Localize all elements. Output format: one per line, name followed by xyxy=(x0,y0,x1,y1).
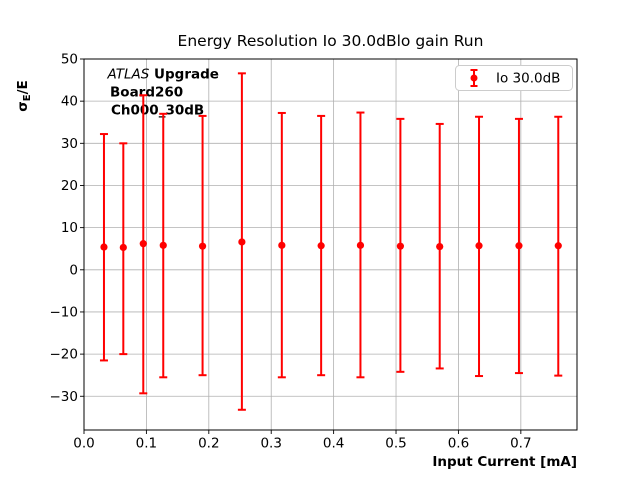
x-tick-label: 0.2 xyxy=(198,436,219,452)
data-point-marker xyxy=(396,242,404,250)
errorbar-series xyxy=(99,72,563,411)
error-bar xyxy=(396,117,405,373)
annotation-experiment-name: ATLAS xyxy=(107,67,150,83)
data-point-marker xyxy=(159,241,167,249)
y-tick-label: −30 xyxy=(50,389,79,405)
plot-annotation: ATLAS Upgrade Board260 Ch000_30dB xyxy=(107,67,219,119)
error-bar xyxy=(277,111,286,379)
error-bar xyxy=(139,94,148,395)
y-tick-label: 10 xyxy=(61,220,78,236)
error-bar xyxy=(159,112,168,379)
y-axis-label: σE/E xyxy=(15,80,33,112)
annotation-board: Board260 xyxy=(110,85,183,101)
data-point-marker xyxy=(475,242,483,250)
data-point-marker xyxy=(100,243,108,251)
error-bar xyxy=(554,115,563,377)
data-point-marker xyxy=(515,242,523,250)
data-point-marker xyxy=(119,243,127,252)
x-tick-label: 0.6 xyxy=(448,436,469,452)
y-tick-label: 50 xyxy=(61,52,78,68)
data-point-marker xyxy=(356,241,365,249)
y-tick-label: 40 xyxy=(61,94,78,110)
chart-title: Energy Resolution Io 30.0dBlo gain Run xyxy=(178,32,484,50)
y-tick-label: 20 xyxy=(61,178,78,194)
y-axis-label-subscript: E xyxy=(22,94,33,101)
annotation-experiment: ATLAS Upgrade xyxy=(107,67,219,83)
x-tick-label: 0.1 xyxy=(136,436,157,452)
error-bar xyxy=(356,111,365,379)
y-tick-label: 0 xyxy=(69,262,78,278)
error-bar xyxy=(317,114,326,377)
y-tick-label: 30 xyxy=(61,136,78,152)
error-bar xyxy=(119,142,128,356)
x-tick-label: 0.7 xyxy=(510,436,531,452)
data-point-marker xyxy=(317,242,325,250)
legend: Io 30.0dB xyxy=(455,65,573,91)
legend-label: Io 30.0dB xyxy=(496,71,560,87)
error-bar xyxy=(475,115,484,378)
data-point-marker xyxy=(554,242,562,250)
legend-marker-icon xyxy=(470,74,478,82)
annotation-channel: Ch000_30dB xyxy=(111,103,204,119)
legend-box xyxy=(455,65,573,91)
x-tick-label: 0.4 xyxy=(323,436,344,452)
y-axis-label-sigma: σ xyxy=(15,101,31,112)
annotation-experiment-suffix: Upgrade xyxy=(149,67,219,83)
y-axis-label-rest: /E xyxy=(15,80,31,94)
x-tick-labels: 0.0 0.1 0.2 0.3 0.4 0.5 0.6 0.7 xyxy=(73,436,531,452)
plot-frame xyxy=(83,58,578,431)
error-bar xyxy=(435,122,444,370)
error-bar xyxy=(237,72,246,411)
x-axis-label: Input Current [mA] xyxy=(432,454,577,470)
error-bar xyxy=(198,114,207,377)
data-point-marker xyxy=(436,243,444,251)
tick-marks xyxy=(80,58,522,434)
data-point-marker xyxy=(139,240,147,248)
x-tick-label: 0.0 xyxy=(73,436,94,452)
y-tick-labels: −30 −20 −10 0 10 20 30 40 50 xyxy=(50,52,79,405)
y-tick-label: −20 xyxy=(50,347,79,363)
x-tick-label: 0.3 xyxy=(260,436,281,452)
y-tick-label: −10 xyxy=(50,304,79,320)
x-tick-label: 0.5 xyxy=(385,436,406,452)
data-point-marker xyxy=(238,238,246,246)
error-bar xyxy=(99,133,108,362)
data-point-marker xyxy=(278,241,286,249)
data-point-marker xyxy=(198,242,207,250)
error-bar xyxy=(514,117,523,375)
